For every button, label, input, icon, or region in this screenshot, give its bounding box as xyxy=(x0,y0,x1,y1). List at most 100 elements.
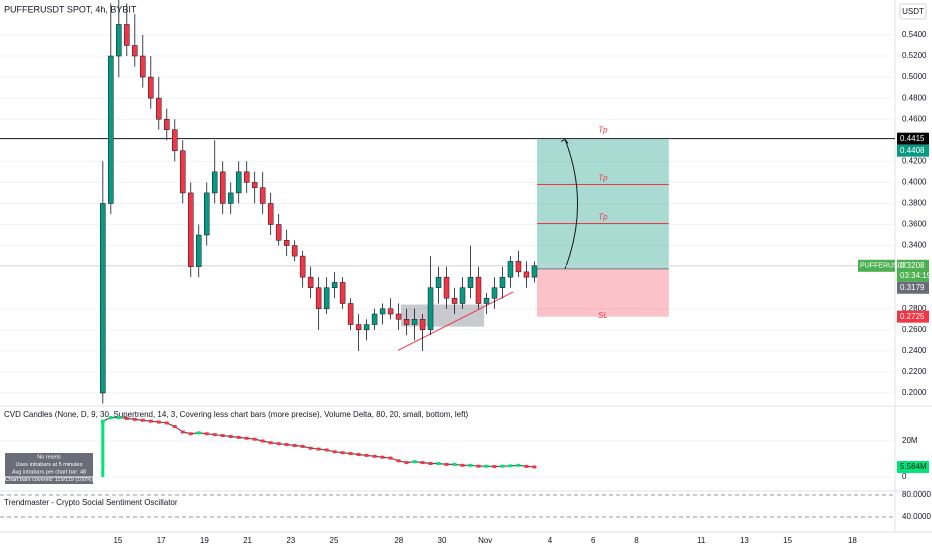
chart-title: PUFFERUSDT SPOT, 4h, BYBIT xyxy=(4,4,137,14)
cvd-candle xyxy=(348,452,353,456)
cvd-candle xyxy=(244,436,249,440)
candle-body xyxy=(347,303,354,325)
candle-body xyxy=(411,319,418,325)
cvd-candle xyxy=(276,442,281,446)
candle-body xyxy=(507,261,514,278)
y-tick-label: 0.4600 xyxy=(902,114,927,123)
cvd-candle xyxy=(428,462,433,466)
candle-body xyxy=(315,287,322,310)
x-tick-label: 15 xyxy=(783,536,792,545)
currency-button[interactable] xyxy=(899,3,927,20)
price-badge xyxy=(897,132,929,145)
x-tick-label: 11 xyxy=(697,536,706,545)
price-badge-label: 0.4408 xyxy=(900,146,925,155)
cvd-candle xyxy=(204,432,209,436)
arrow-head xyxy=(560,138,569,144)
candle-body xyxy=(148,76,154,99)
cvd-candle xyxy=(172,425,177,429)
y-tick-label: 0.2000 xyxy=(902,388,927,397)
cvd-candle xyxy=(444,462,449,466)
cvd-candle xyxy=(292,443,297,447)
cvd-candle xyxy=(268,441,273,445)
candle-body xyxy=(243,171,250,183)
candle-body xyxy=(124,24,130,46)
x-tick-label: 23 xyxy=(286,536,295,545)
candle-body xyxy=(427,287,434,331)
info-line: Uses intrabars at 5 minutes xyxy=(16,462,83,468)
price-badge-label: 0.2725 xyxy=(900,312,925,321)
cvd-candle xyxy=(308,446,313,450)
candle-body xyxy=(211,171,218,194)
y-tick-label: 80.0000 xyxy=(902,490,931,499)
candle-body xyxy=(227,192,234,204)
x-tick-label: 30 xyxy=(438,536,447,545)
cvd-candle xyxy=(340,451,345,455)
candle-body xyxy=(156,97,162,120)
cvd-candle xyxy=(412,460,417,464)
cvd-candle xyxy=(148,419,153,423)
target-zone xyxy=(537,139,669,269)
candle-body xyxy=(275,224,282,241)
candle-body xyxy=(459,287,466,304)
cvd-candle xyxy=(396,459,401,463)
x-tick-label: Nov xyxy=(478,536,492,545)
info-line: Chart bars covered: 119/119 (100%) xyxy=(5,477,93,483)
countdown: 03:34:19 xyxy=(900,271,932,280)
candle-body xyxy=(180,150,186,194)
stop-zone xyxy=(537,268,669,317)
cvd-candle xyxy=(196,431,201,435)
candle-body xyxy=(299,255,306,278)
candle-body xyxy=(443,276,450,299)
cvd-candle xyxy=(140,418,145,422)
y-tick-label: 0.5200 xyxy=(902,51,927,60)
tp-label: Tp xyxy=(598,126,608,135)
y-tick-label: 20M xyxy=(902,436,918,445)
cvd-candle xyxy=(356,452,361,456)
price-badge xyxy=(897,281,929,294)
x-tick-label: 25 xyxy=(330,536,339,545)
candle-body xyxy=(379,308,386,315)
cvd-candle xyxy=(228,434,233,438)
candle-body xyxy=(491,287,498,299)
y-tick-label: 0.2400 xyxy=(902,346,927,355)
candle-body xyxy=(499,276,506,288)
candle-body xyxy=(435,276,442,288)
tp-label: Tp xyxy=(598,213,608,222)
cvd-candle xyxy=(468,463,473,467)
candle-body xyxy=(523,271,530,278)
cvd-candle xyxy=(132,417,137,421)
y-tick-label: 0 xyxy=(902,472,907,481)
y-tick-label: 0.2200 xyxy=(902,367,927,376)
x-tick-label: 15 xyxy=(113,536,122,545)
candle-body xyxy=(164,118,170,130)
y-tick-label: 0.5000 xyxy=(902,72,927,81)
cvd-candle xyxy=(180,430,185,434)
cvd-candle xyxy=(460,463,465,467)
cvd-candle xyxy=(500,464,505,468)
x-tick-label: 17 xyxy=(157,536,166,545)
y-tick-label: 0.2600 xyxy=(902,325,927,334)
candle-body xyxy=(203,192,210,236)
cvd-candle xyxy=(164,421,169,425)
y-tick-label: 0.3800 xyxy=(902,199,927,208)
cvd-candle xyxy=(108,416,113,420)
symbol-label: PUFFERUSDT xyxy=(860,263,908,270)
y-tick-label: 0.4200 xyxy=(902,156,927,165)
candle-body xyxy=(467,276,474,288)
x-tick-label: 13 xyxy=(740,536,749,545)
candle-body xyxy=(283,240,290,246)
cvd-candle xyxy=(420,461,425,465)
x-tick-label: 6 xyxy=(591,536,596,545)
cvd-candle xyxy=(484,464,489,468)
candle-body xyxy=(475,276,482,304)
candle-body xyxy=(419,319,426,331)
candle-body xyxy=(395,313,402,320)
cvd-candle xyxy=(452,462,457,466)
price-badge-label: 0.3179 xyxy=(900,283,925,292)
candle-body xyxy=(267,203,274,225)
tp-label: Tp xyxy=(598,174,608,183)
cvd-candle xyxy=(404,461,409,465)
indicator-title: CVD Candles (None, D, 9, 30, Supertrend,… xyxy=(4,410,469,419)
cvd-candle xyxy=(380,455,385,459)
